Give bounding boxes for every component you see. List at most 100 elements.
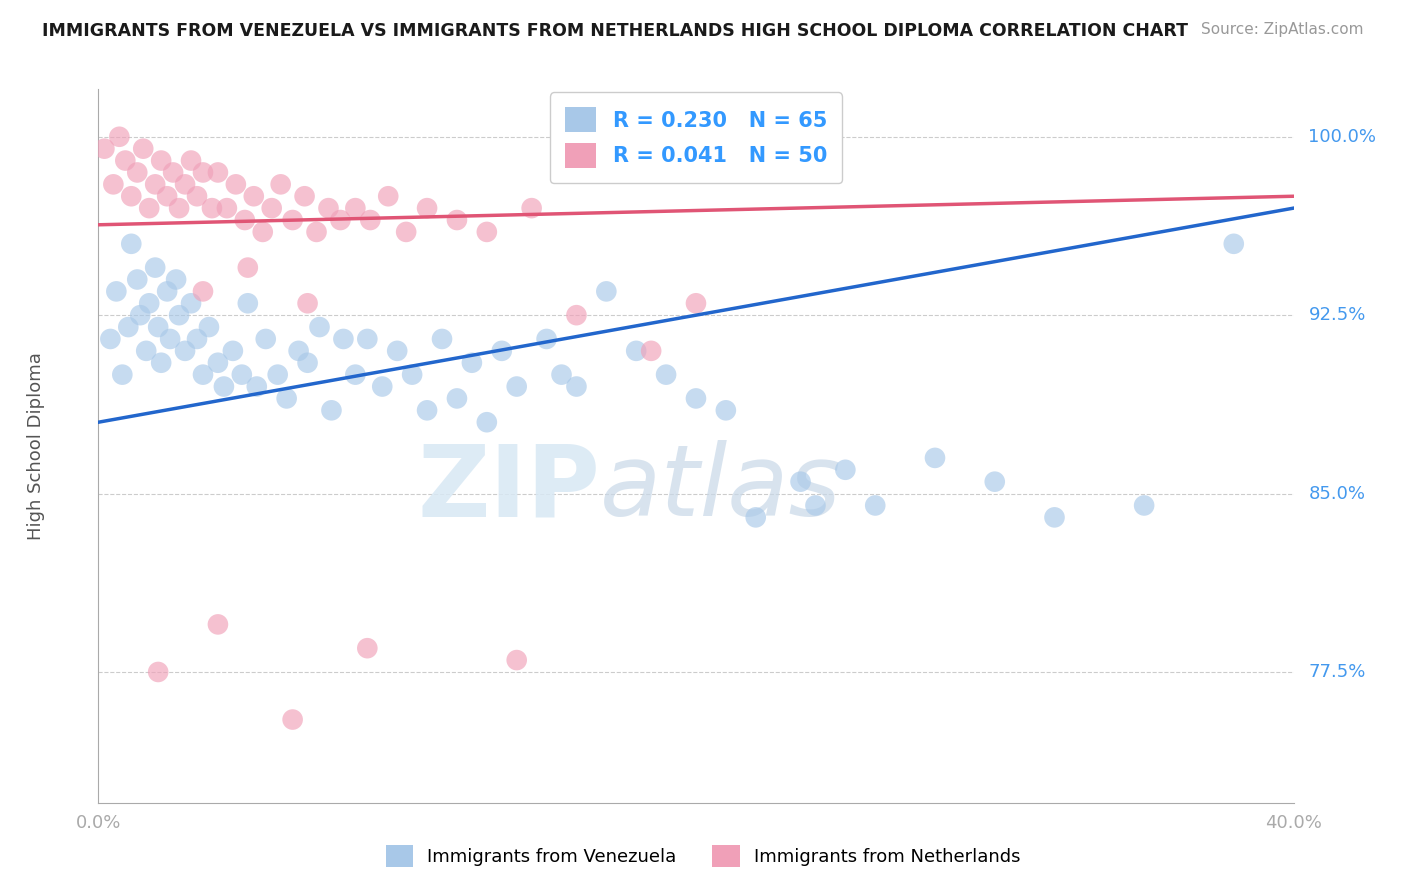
Point bbox=[287, 343, 309, 358]
Legend: R = 0.230   N = 65, R = 0.041   N = 50: R = 0.230 N = 65, R = 0.041 N = 50 bbox=[550, 93, 842, 183]
Point bbox=[186, 189, 208, 203]
Point bbox=[550, 368, 572, 382]
Point bbox=[565, 308, 588, 322]
Point bbox=[114, 153, 136, 168]
Point bbox=[225, 178, 247, 192]
Point bbox=[924, 450, 946, 465]
Point bbox=[222, 343, 245, 358]
Point bbox=[344, 368, 367, 382]
Point bbox=[207, 617, 229, 632]
Point bbox=[297, 296, 319, 310]
Text: High School Diploma: High School Diploma bbox=[27, 352, 45, 540]
Point bbox=[475, 415, 498, 429]
Point bbox=[395, 225, 418, 239]
Point bbox=[297, 356, 319, 370]
Point bbox=[305, 225, 328, 239]
Point bbox=[1223, 236, 1246, 251]
Text: ZIP: ZIP bbox=[418, 441, 600, 537]
Point bbox=[231, 368, 253, 382]
Point bbox=[685, 392, 707, 406]
Point bbox=[834, 463, 856, 477]
Point bbox=[506, 379, 529, 393]
Point bbox=[359, 213, 381, 227]
Point bbox=[236, 260, 259, 275]
Point bbox=[143, 260, 166, 275]
Point bbox=[430, 332, 453, 346]
Point bbox=[117, 320, 139, 334]
Point bbox=[120, 236, 142, 251]
Point bbox=[191, 285, 214, 299]
Text: Source: ZipAtlas.com: Source: ZipAtlas.com bbox=[1201, 22, 1364, 37]
Point bbox=[148, 665, 170, 679]
Text: IMMIGRANTS FROM VENEZUELA VS IMMIGRANTS FROM NETHERLANDS HIGH SCHOOL DIPLOMA COR: IMMIGRANTS FROM VENEZUELA VS IMMIGRANTS … bbox=[42, 22, 1188, 40]
Point bbox=[491, 343, 513, 358]
Text: 100.0%: 100.0% bbox=[1309, 128, 1376, 145]
Point bbox=[207, 356, 229, 370]
Point bbox=[138, 201, 160, 215]
Text: 77.5%: 77.5% bbox=[1309, 663, 1365, 681]
Point bbox=[165, 272, 187, 286]
Point bbox=[120, 189, 142, 203]
Point bbox=[180, 153, 202, 168]
Point bbox=[167, 308, 190, 322]
Point bbox=[377, 189, 399, 203]
Text: 85.0%: 85.0% bbox=[1309, 484, 1365, 502]
Point bbox=[174, 178, 197, 192]
Text: atlas: atlas bbox=[600, 441, 842, 537]
Point bbox=[506, 653, 529, 667]
Point bbox=[520, 201, 543, 215]
Point bbox=[416, 201, 439, 215]
Point bbox=[132, 142, 155, 156]
Point bbox=[655, 368, 678, 382]
Point bbox=[243, 189, 266, 203]
Point bbox=[108, 129, 131, 144]
Point bbox=[215, 201, 238, 215]
Point bbox=[865, 499, 887, 513]
Point bbox=[270, 178, 292, 192]
Point bbox=[127, 272, 149, 286]
Point bbox=[371, 379, 394, 393]
Point bbox=[162, 165, 184, 179]
Point bbox=[416, 403, 439, 417]
Point bbox=[135, 343, 157, 358]
Point bbox=[174, 343, 197, 358]
Point bbox=[207, 165, 229, 179]
Point bbox=[98, 332, 122, 346]
Point bbox=[167, 201, 190, 215]
Point bbox=[318, 201, 340, 215]
Point bbox=[446, 392, 468, 406]
Point bbox=[156, 189, 179, 203]
Point bbox=[401, 368, 423, 382]
Point bbox=[356, 332, 378, 346]
Point bbox=[103, 178, 125, 192]
Point bbox=[267, 368, 290, 382]
Point bbox=[1043, 510, 1066, 524]
Point bbox=[254, 332, 277, 346]
Point bbox=[212, 379, 235, 393]
Point bbox=[714, 403, 737, 417]
Point bbox=[475, 225, 498, 239]
Point bbox=[446, 213, 468, 227]
Point bbox=[159, 332, 181, 346]
Point bbox=[276, 392, 298, 406]
Point bbox=[252, 225, 274, 239]
Point bbox=[191, 165, 214, 179]
Point bbox=[745, 510, 768, 524]
Point bbox=[332, 332, 354, 346]
Point bbox=[246, 379, 269, 393]
Point bbox=[127, 165, 149, 179]
Point bbox=[804, 499, 827, 513]
Point bbox=[180, 296, 202, 310]
Point bbox=[198, 320, 221, 334]
Point bbox=[201, 201, 224, 215]
Point bbox=[93, 142, 115, 156]
Point bbox=[595, 285, 617, 299]
Point bbox=[281, 213, 304, 227]
Point bbox=[150, 356, 173, 370]
Point bbox=[281, 713, 304, 727]
Point bbox=[308, 320, 330, 334]
Point bbox=[148, 320, 170, 334]
Point bbox=[685, 296, 707, 310]
Point bbox=[156, 285, 179, 299]
Legend: Immigrants from Venezuela, Immigrants from Netherlands: Immigrants from Venezuela, Immigrants fr… bbox=[378, 838, 1028, 874]
